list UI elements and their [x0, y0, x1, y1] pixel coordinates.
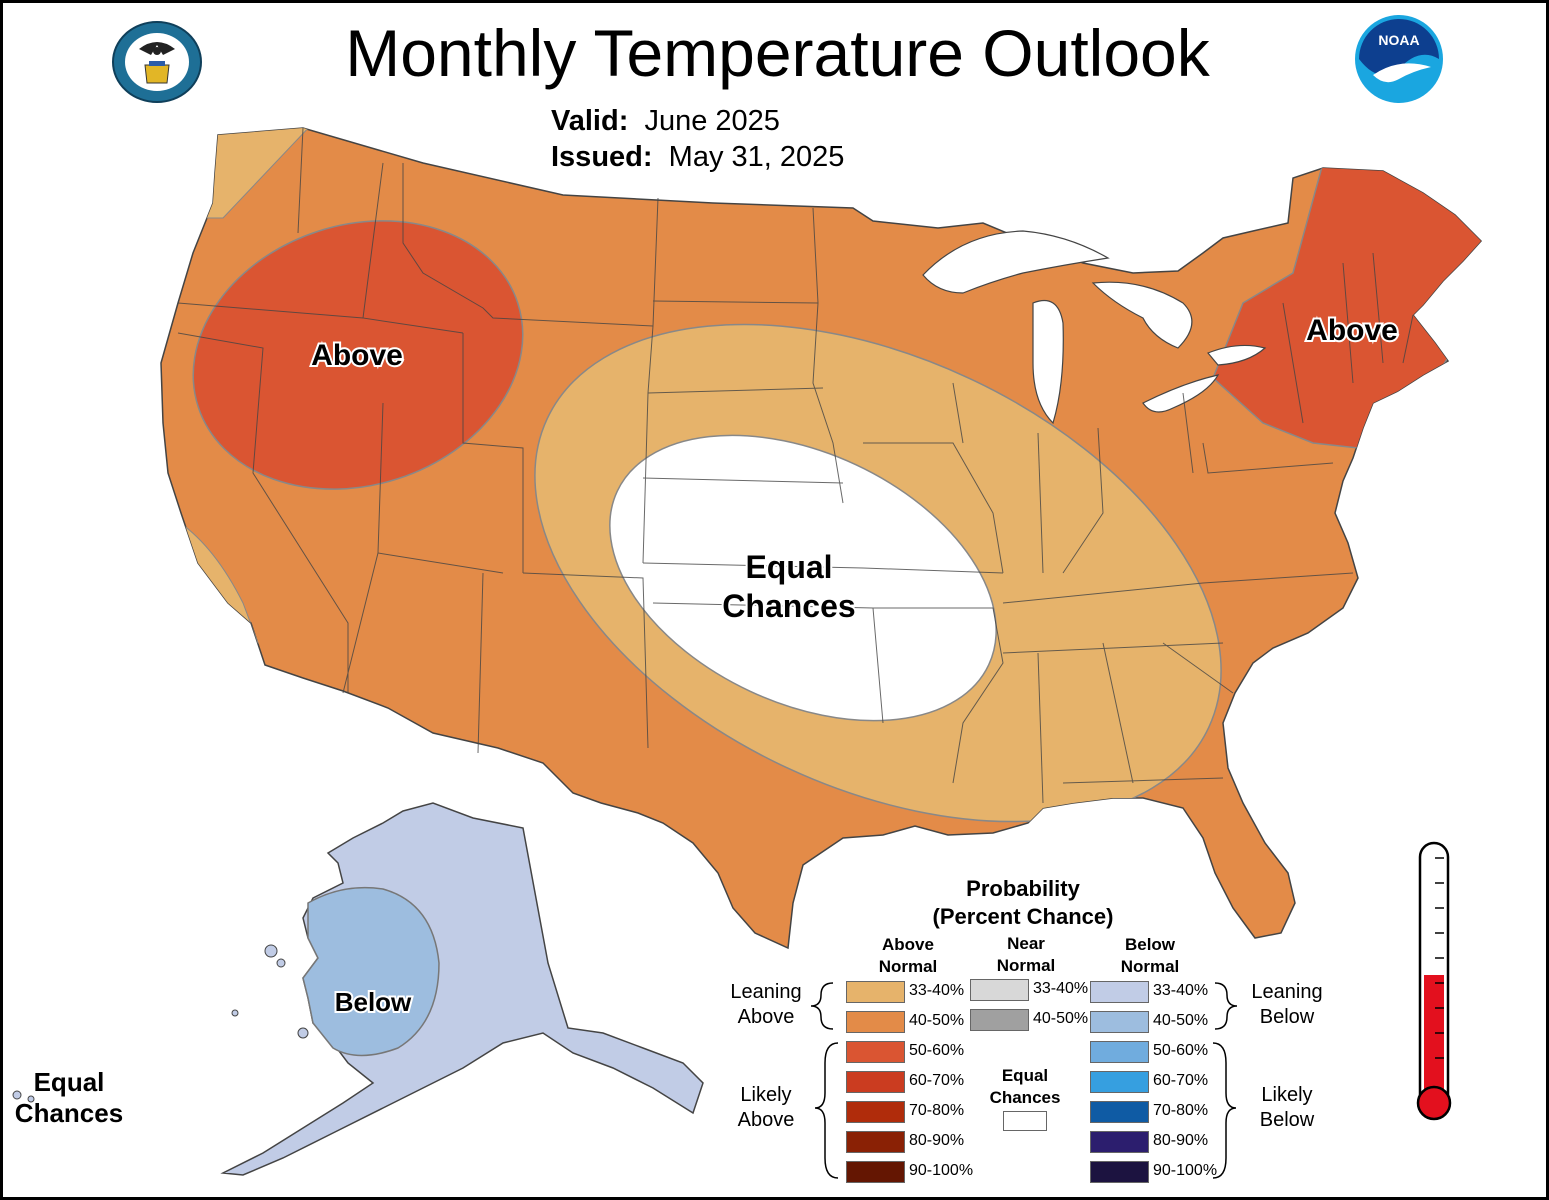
legend-brackets — [810, 982, 1238, 1179]
legend-below-swatch-4 — [1090, 1101, 1149, 1123]
legend-equal-chances-line2: Chances — [989, 1088, 1061, 1107]
legend-leaning-above-line1: Leaning — [730, 981, 802, 1003]
legend-title-line2: (Percent Chance) — [932, 904, 1114, 929]
commerce-seal-icon — [112, 21, 202, 103]
legend-above-swatch-5 — [846, 1131, 905, 1153]
legend-col-above-line1: Above — [882, 935, 934, 954]
svg-text:NOAA: NOAA — [1378, 32, 1419, 48]
legend-above-label-0: 33-40% — [909, 982, 965, 999]
legend-above-label-4: 70-80% — [909, 1102, 965, 1119]
legend-above-swatch-3 — [846, 1071, 905, 1093]
legend-leaning-above-line2: Above — [737, 1006, 795, 1028]
conus-outlook-map: Above Above Equal Chances Below Equal Ch… — [12, 127, 1483, 1179]
legend-below-swatch-2 — [1090, 1041, 1149, 1063]
central-equal-chances-region — [609, 434, 997, 722]
lake-huron — [1091, 281, 1193, 349]
map-label-central-chances: Chances — [722, 588, 855, 624]
northeast-likely-above-region — [1212, 162, 1481, 449]
legend-below-label-0: 33-40% — [1153, 982, 1209, 999]
legend-near-swatch-1 — [970, 1009, 1029, 1031]
legend-equal-chances: Equal Chances — [975, 1065, 1075, 1109]
issued-value: May 31, 2025 — [668, 141, 845, 173]
legend-likely-below-line1: Likely — [1261, 1084, 1313, 1106]
page-title: Monthly Temperature Outlook — [345, 16, 1210, 90]
legend-below-swatch-0 — [1090, 981, 1149, 1003]
legend-leaning-below-line2: Below — [1259, 1006, 1315, 1028]
legend-above-swatch-2 — [846, 1041, 905, 1063]
legend-col-near: Near Normal — [971, 933, 1081, 977]
legend-above-swatch-6 — [846, 1161, 905, 1183]
legend-col-above-line2: Normal — [878, 957, 938, 976]
west-likely-above-region — [192, 220, 524, 490]
legend-col-above: Above Normal — [853, 934, 963, 978]
map-label-central-equal: Equal — [745, 549, 832, 585]
lake-superior — [922, 230, 1110, 294]
legend-below-label-2: 50-60% — [1153, 1042, 1209, 1059]
valid-line: Valid: June 2025 — [551, 105, 780, 138]
map-label-hawaii-chances: Chances — [15, 1098, 123, 1128]
alaska-below-region — [302, 886, 440, 1057]
map-label-alaska-below: Below — [335, 987, 412, 1017]
alaska-land — [220, 802, 704, 1176]
legend-near-swatch-0 — [970, 979, 1029, 1001]
legend-above-label-2: 50-60% — [909, 1042, 965, 1059]
state-boundaries — [177, 127, 1414, 804]
legend-above-label-5: 80-90% — [909, 1132, 965, 1149]
alaska-islands — [12, 944, 309, 1103]
legend-col-below: Below Normal — [1095, 934, 1205, 978]
thermometer-icon — [1416, 841, 1452, 1121]
legend-below-label-6: 90-100% — [1153, 1162, 1218, 1179]
legend-below-swatch-5 — [1090, 1131, 1149, 1153]
legend-likely-below-line2: Below — [1259, 1109, 1315, 1131]
map-label-west-above: Above — [311, 339, 403, 372]
legend-above-label-1: 40-50% — [909, 1012, 965, 1029]
issued-line: Issued: May 31, 2025 — [551, 141, 844, 174]
issued-label: Issued: — [551, 141, 653, 173]
legend-near-label-0: 33-40% — [1033, 980, 1089, 997]
lake-michigan — [1032, 299, 1064, 425]
lake-erie — [1142, 374, 1220, 413]
legend-col-near-line2: Normal — [996, 956, 1056, 975]
legend-below-swatch-6 — [1090, 1161, 1149, 1183]
legend-above-label-6: 90-100% — [909, 1162, 974, 1179]
legend-likely-above-line1: Likely — [740, 1084, 792, 1106]
legend-likely-above: Likely Above — [716, 1083, 816, 1133]
legend-leaning-below: Leaning Below — [1237, 980, 1337, 1030]
valid-label: Valid: — [551, 105, 629, 137]
legend-leaning-above: Leaning Above — [716, 980, 816, 1030]
legend-below-label-3: 60-70% — [1153, 1072, 1209, 1089]
legend-swatch-equal-chances — [1003, 1111, 1047, 1131]
legend-above-swatch-1 — [846, 1011, 905, 1033]
legend-col-below-line2: Normal — [1120, 957, 1180, 976]
map-label-hawaii-equal: Equal — [34, 1067, 105, 1097]
legend-near-label-1: 40-50% — [1033, 1010, 1089, 1027]
legend-below-label-5: 80-90% — [1153, 1132, 1209, 1149]
legend-likely-below: Likely Below — [1237, 1083, 1337, 1133]
legend-leaning-below-line1: Leaning — [1251, 981, 1323, 1003]
legend-likely-above-line2: Above — [737, 1109, 795, 1131]
legend-above-swatch-0 — [846, 981, 905, 1003]
legend-above-swatch-4 — [846, 1101, 905, 1123]
legend-above-label-3: 60-70% — [909, 1072, 965, 1089]
legend-below-swatch-3 — [1090, 1071, 1149, 1093]
legend-title: Probability (Percent Chance) — [873, 875, 1173, 931]
noaa-logo-icon: NOAA — [1355, 15, 1443, 103]
legend-col-near-line1: Near — [1007, 934, 1045, 953]
legend-below-label-4: 70-80% — [1153, 1102, 1209, 1119]
valid-value: June 2025 — [644, 105, 780, 137]
legend-equal-chances-line1: Equal — [1001, 1066, 1049, 1085]
lake-ontario — [1207, 344, 1267, 366]
legend-col-below-line1: Below — [1124, 935, 1176, 954]
legend-title-line1: Probability — [966, 876, 1080, 901]
map-label-northeast-above: Above — [1306, 314, 1398, 347]
legend-below-label-1: 40-50% — [1153, 1012, 1209, 1029]
legend-below-swatch-1 — [1090, 1011, 1149, 1033]
